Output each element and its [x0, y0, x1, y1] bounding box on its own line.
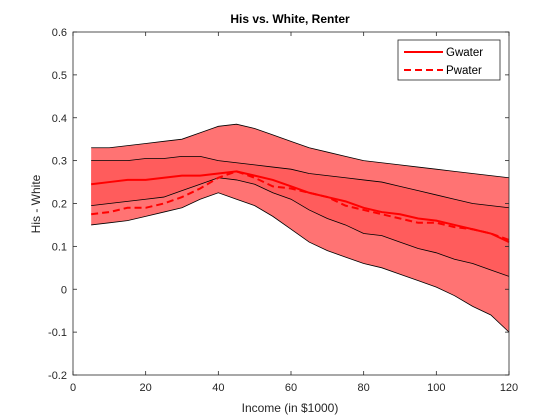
band-1-lower-edge [91, 177, 510, 277]
x-tick-label: 20 [140, 382, 152, 394]
band-2-upper-edge [91, 123, 510, 179]
confidence-band-1 [91, 156, 510, 277]
series-line-pwater [91, 170, 510, 241]
y-tick-label: 0.4 [52, 113, 67, 125]
series-line-gwater [91, 170, 510, 243]
y-tick-label: 0.5 [52, 70, 67, 82]
band-1-upper-edge [91, 155, 510, 209]
y-tick-label: 0 [61, 284, 67, 296]
x-tick-label: 60 [285, 382, 297, 394]
y-axis-title: His - White [29, 174, 43, 233]
y-tick-label: -0.1 [48, 327, 67, 339]
x-tick-label: 0 [70, 382, 76, 394]
y-tick-label: -0.2 [48, 370, 67, 382]
chart-title: His vs. White, Renter [230, 12, 350, 26]
legend-label-pwater: Pwater [446, 65, 482, 77]
x-tick-label: 40 [212, 382, 224, 394]
legend: Gwater Pwater [397, 39, 501, 81]
x-axis-title: Income (in $1000) [242, 401, 339, 415]
legend-label-gwater: Gwater [446, 47, 483, 59]
y-tick-label: 0.1 [52, 241, 67, 253]
x-tick-label: 80 [358, 382, 370, 394]
x-tick-label: 100 [427, 382, 445, 394]
legend-box [397, 39, 501, 81]
band-2-lower-edge [91, 192, 510, 333]
y-tick-label: 0.3 [52, 156, 67, 168]
x-tick-label: 120 [500, 382, 518, 394]
y-tick-label: 0.6 [52, 27, 67, 39]
y-tick-label: 0.2 [52, 199, 67, 211]
